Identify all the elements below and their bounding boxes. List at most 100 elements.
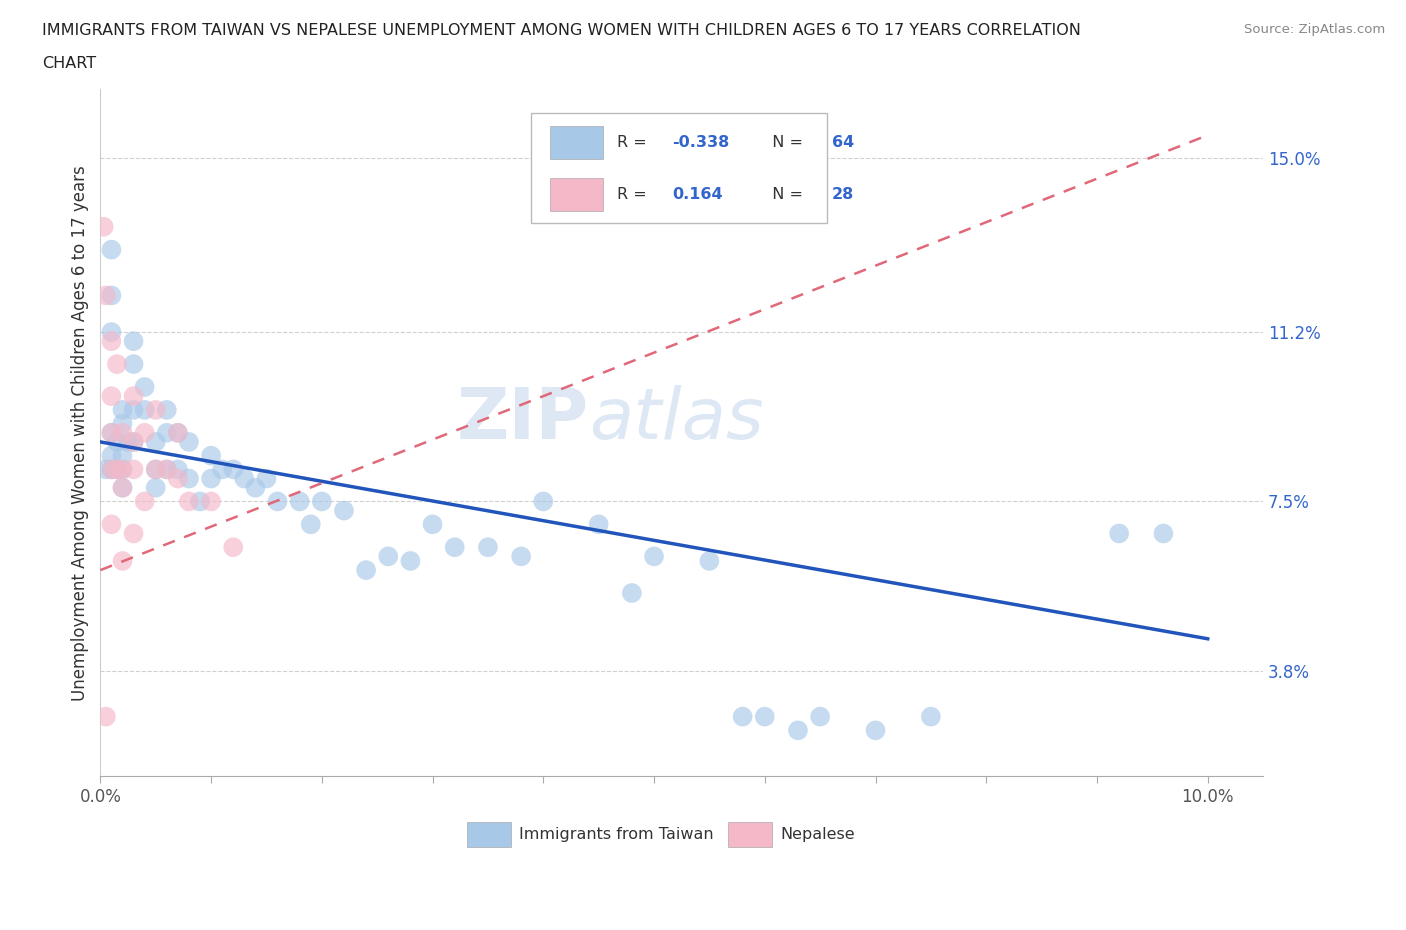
Point	[111, 448, 134, 463]
Text: 64: 64	[832, 135, 853, 150]
Point	[222, 539, 245, 554]
Point	[177, 434, 200, 449]
Point	[111, 462, 134, 477]
Text: N =: N =	[762, 187, 808, 202]
Point	[167, 462, 190, 477]
Point	[731, 710, 754, 724]
Y-axis label: Unemployment Among Women with Children Ages 6 to 17 years: Unemployment Among Women with Children A…	[72, 165, 89, 700]
Point	[422, 517, 444, 532]
Point	[266, 494, 288, 509]
Point	[94, 710, 117, 724]
Point	[288, 494, 311, 509]
Point	[1152, 526, 1174, 541]
Point	[105, 462, 128, 477]
Point	[111, 425, 134, 440]
Point	[122, 434, 145, 449]
Point	[111, 462, 134, 477]
Text: N =: N =	[762, 135, 808, 150]
Point	[156, 462, 179, 477]
Point	[145, 462, 167, 477]
Point	[333, 503, 356, 518]
Point	[699, 553, 721, 568]
Point	[787, 723, 810, 737]
Point	[399, 553, 422, 568]
FancyBboxPatch shape	[530, 113, 827, 223]
Point	[156, 462, 179, 477]
Point	[122, 403, 145, 418]
Point	[188, 494, 211, 509]
Point	[620, 586, 643, 601]
Text: R =: R =	[617, 135, 651, 150]
Point	[100, 462, 122, 477]
Point	[94, 288, 117, 303]
Point	[443, 539, 465, 554]
Point	[256, 472, 278, 486]
Point	[222, 462, 245, 477]
Point	[145, 462, 167, 477]
Point	[111, 480, 134, 495]
Point	[177, 472, 200, 486]
Point	[299, 517, 322, 532]
Point	[531, 494, 554, 509]
Point	[167, 472, 190, 486]
Point	[865, 723, 887, 737]
Point	[200, 472, 222, 486]
Point	[100, 462, 122, 477]
Text: atlas: atlas	[589, 384, 763, 454]
Text: Nepalese: Nepalese	[780, 827, 855, 842]
Point	[245, 480, 267, 495]
Text: Source: ZipAtlas.com: Source: ZipAtlas.com	[1244, 23, 1385, 36]
Point	[105, 434, 128, 449]
Point	[122, 334, 145, 349]
Point	[134, 379, 156, 394]
Point	[510, 549, 533, 564]
Point	[643, 549, 665, 564]
Point	[145, 480, 167, 495]
Point	[94, 462, 117, 477]
Point	[122, 434, 145, 449]
Point	[122, 462, 145, 477]
Point	[122, 357, 145, 372]
Point	[111, 480, 134, 495]
Point	[177, 494, 200, 509]
Point	[105, 462, 128, 477]
Text: IMMIGRANTS FROM TAIWAN VS NEPALESE UNEMPLOYMENT AMONG WOMEN WITH CHILDREN AGES 6: IMMIGRANTS FROM TAIWAN VS NEPALESE UNEMP…	[42, 23, 1081, 38]
Point	[211, 462, 233, 477]
Point	[100, 425, 122, 440]
Point	[134, 403, 156, 418]
Point	[167, 425, 190, 440]
Point	[100, 517, 122, 532]
Point	[134, 494, 156, 509]
Point	[167, 425, 190, 440]
Point	[477, 539, 499, 554]
Point	[100, 389, 122, 404]
Point	[808, 710, 831, 724]
Text: CHART: CHART	[42, 56, 96, 71]
Point	[100, 242, 122, 257]
Bar	[550, 178, 603, 211]
Bar	[467, 822, 510, 847]
Point	[156, 403, 179, 418]
Point	[111, 416, 134, 431]
Text: ZIP: ZIP	[457, 384, 589, 454]
Point	[377, 549, 399, 564]
Text: R =: R =	[617, 187, 657, 202]
Point	[111, 553, 134, 568]
Point	[754, 710, 776, 724]
Point	[100, 288, 122, 303]
Text: 28: 28	[832, 187, 853, 202]
Point	[311, 494, 333, 509]
Point	[354, 563, 377, 578]
Point	[105, 357, 128, 372]
Text: -0.338: -0.338	[672, 135, 730, 150]
Point	[100, 448, 122, 463]
Point	[145, 403, 167, 418]
Point	[156, 425, 179, 440]
Point	[1108, 526, 1130, 541]
Bar	[728, 822, 772, 847]
Point	[145, 434, 167, 449]
Point	[200, 494, 222, 509]
Text: Immigrants from Taiwan: Immigrants from Taiwan	[519, 827, 714, 842]
Point	[122, 526, 145, 541]
Bar	[550, 126, 603, 159]
